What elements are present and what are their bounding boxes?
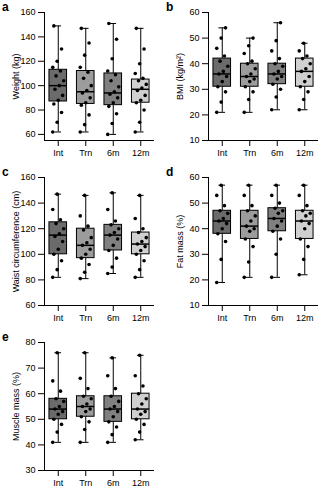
html-text:b: b <box>166 0 174 14</box>
svg-text:12m: 12m <box>296 148 314 158</box>
svg-text:12m: 12m <box>132 148 150 158</box>
svg-text:Int: Int <box>53 478 64 488</box>
svg-text:Int: Int <box>217 148 228 158</box>
svg-text:80: 80 <box>25 105 35 115</box>
svg-text:6m: 6m <box>271 148 284 158</box>
svg-text:10: 10 <box>189 300 199 310</box>
svg-text:100: 100 <box>20 81 35 91</box>
svg-text:BMI (kg/m²): BMI (kg/m²) <box>175 53 185 100</box>
svg-text:Muscle mass (%): Muscle mass (%) <box>11 372 21 441</box>
svg-text:30: 30 <box>25 465 35 475</box>
svg-text:Trn: Trn <box>243 148 256 158</box>
svg-text:Trn: Trn <box>79 148 92 158</box>
svg-text:40: 40 <box>189 224 199 234</box>
svg-text:60: 60 <box>189 7 199 17</box>
svg-text:40: 40 <box>25 440 35 450</box>
svg-text:6m: 6m <box>107 148 120 158</box>
svg-text:140: 140 <box>20 32 35 42</box>
svg-text:120: 120 <box>20 56 35 66</box>
svg-text:Int: Int <box>217 313 228 323</box>
svg-text:Int: Int <box>53 148 64 158</box>
svg-text:50: 50 <box>189 198 199 208</box>
svg-text:60: 60 <box>25 300 35 310</box>
svg-text:80: 80 <box>25 337 35 347</box>
svg-text:60: 60 <box>189 172 199 182</box>
svg-text:60: 60 <box>25 389 35 399</box>
svg-text:140: 140 <box>20 198 35 208</box>
svg-text:50: 50 <box>189 33 199 43</box>
svg-text:50: 50 <box>25 414 35 424</box>
svg-text:6m: 6m <box>271 313 284 323</box>
svg-text:40: 40 <box>189 59 199 69</box>
svg-text:160: 160 <box>20 172 35 182</box>
svg-text:Int: Int <box>53 313 64 323</box>
svg-text:12m: 12m <box>296 313 314 323</box>
svg-text:30: 30 <box>189 84 199 94</box>
svg-text:Fat mass (%): Fat mass (%) <box>175 215 185 269</box>
svg-text:100: 100 <box>20 249 35 259</box>
svg-text:Weight (kg): Weight (kg) <box>11 54 21 100</box>
svg-text:Trn: Trn <box>243 313 256 323</box>
svg-text:20: 20 <box>189 275 199 285</box>
svg-text:70: 70 <box>25 363 35 373</box>
svg-text:30: 30 <box>189 249 199 259</box>
html-text:d: d <box>166 165 174 179</box>
svg-text:Waist circumference (cm): Waist circumference (cm) <box>11 191 21 293</box>
svg-text:6m: 6m <box>107 313 120 323</box>
svg-text:6m: 6m <box>107 478 120 488</box>
svg-text:80: 80 <box>25 275 35 285</box>
svg-text:12m: 12m <box>132 313 150 323</box>
svg-text:Trn: Trn <box>79 313 92 323</box>
svg-text:120: 120 <box>20 224 35 234</box>
svg-text:12m: 12m <box>132 478 150 488</box>
svg-text:60: 60 <box>25 129 35 139</box>
svg-text:Trn: Trn <box>79 478 92 488</box>
svg-text:20: 20 <box>189 110 199 120</box>
svg-text:10: 10 <box>189 135 199 145</box>
svg-text:160: 160 <box>20 7 35 17</box>
html-text:a: a <box>2 0 9 14</box>
html-text:e: e <box>2 330 9 344</box>
html-text:c: c <box>2 165 9 179</box>
